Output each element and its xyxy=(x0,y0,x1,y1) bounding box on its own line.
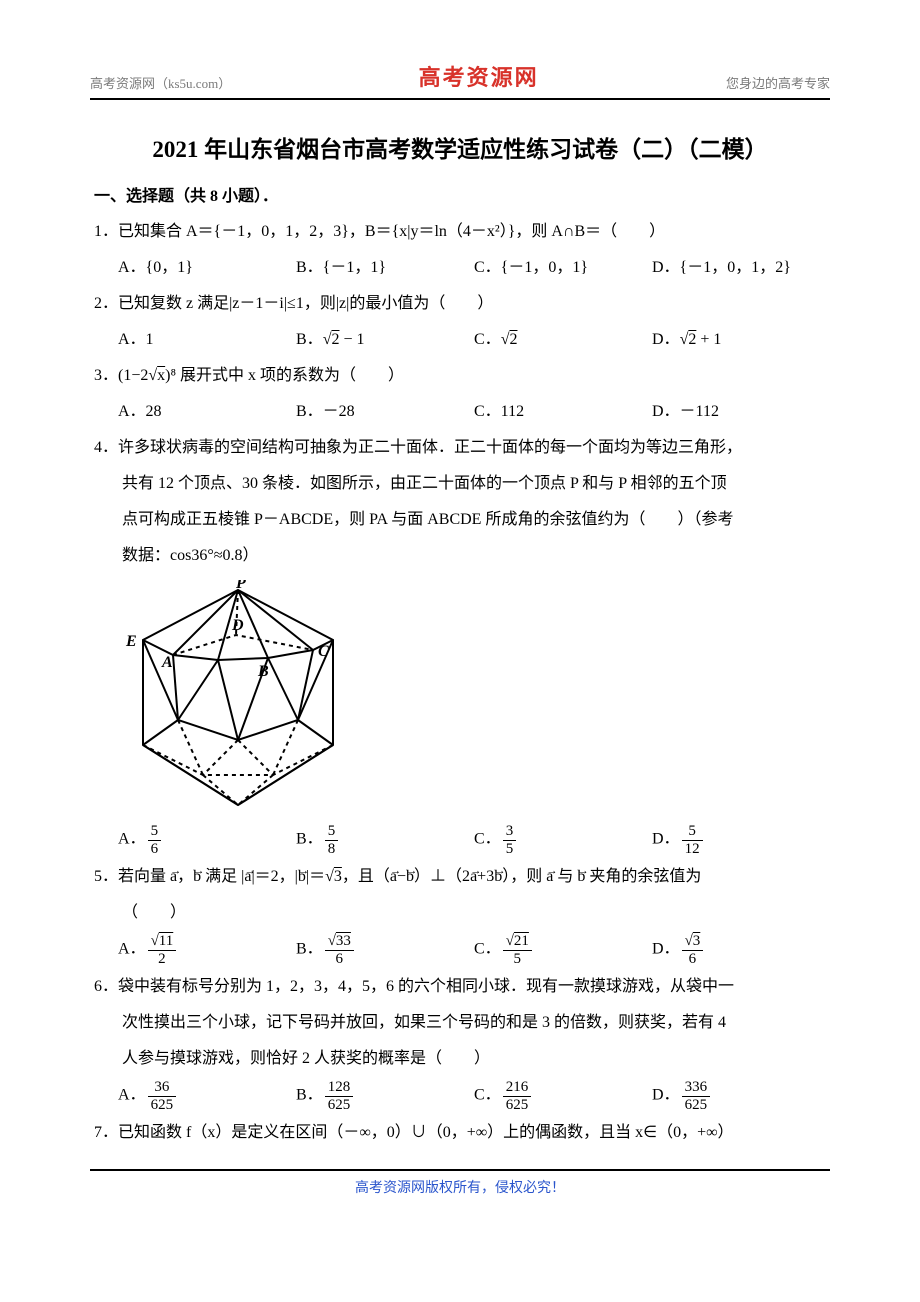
q4-opt-c: C．35 xyxy=(474,823,652,857)
header-rule xyxy=(90,98,830,100)
page-header: 高考资源网（ks5u.com） 高考资源网 您身边的高考专家 xyxy=(90,60,830,96)
header-center-logo: 高考资源网 xyxy=(419,60,539,92)
question-7: 7．已知函数 f（x）是定义在区间（－∞，0）∪（0，+∞）上的偶函数，且当 x… xyxy=(94,1117,830,1149)
q5-opt-d: D．√36 xyxy=(652,933,830,967)
question-2: 2．已知复数 z 满足|z－1－i|≤1，则|z|的最小值为（ ） xyxy=(94,288,830,320)
label-B: B xyxy=(257,663,269,680)
q3-stem: 3．(1−2√x)⁸ 展开式中 x 项的系数为（ ） xyxy=(94,367,404,384)
q4-opt-b: B．58 xyxy=(296,823,474,857)
q5-opt-c: C．√215 xyxy=(474,933,652,967)
q4-l4: 数据：cos36°≈0.8） xyxy=(94,540,830,572)
question-1: 1．已知集合 A＝{－1，0，1，2，3}，B＝{x|y＝ln（4－x²）}，则… xyxy=(94,216,830,248)
q1-opt-c: C．{－1，0，1} xyxy=(474,252,652,284)
q2-opt-d: D．√2 + 1 xyxy=(652,324,830,356)
q5-opt-b: B．√336 xyxy=(296,933,474,967)
q1-options: A．{0，1} B．{－1，1} C．{－1，0，1} D．{－1，0，1，2} xyxy=(90,252,830,284)
q4-l2: 共有 12 个顶点、30 条棱．如图所示，由正二十面体的一个顶点 P 和与 P … xyxy=(94,468,830,500)
label-D: D xyxy=(231,617,244,634)
q5-blank: （ ） xyxy=(94,897,830,929)
section-heading: 一、选择题（共 8 小题）． xyxy=(94,182,830,206)
q4-opt-a: A．56 xyxy=(118,823,296,857)
q1-opt-b: B．{－1，1} xyxy=(296,252,474,284)
q2-opt-b: B．√2 − 1 xyxy=(296,324,474,356)
q3-opt-a: A．28 xyxy=(118,396,296,428)
question-3: 3．(1−2√x)⁸ 展开式中 x 项的系数为（ ） xyxy=(94,360,830,392)
q1-opt-a: A．{0，1} xyxy=(118,252,296,284)
question-4: 4．许多球状病毒的空间结构可抽象为正二十面体．正二十面体的每一个面均为等边三角形… xyxy=(94,432,830,464)
question-6: 6．袋中装有标号分别为 1，2，3，4，5，6 的六个相同小球．现有一款摸球游戏… xyxy=(94,971,830,1003)
q2-opt-a: A．1 xyxy=(118,324,296,356)
q2-stem: 2．已知复数 z 满足|z－1－i|≤1，则|z|的最小值为（ ） xyxy=(94,295,493,312)
q6-opt-c: C．216625 xyxy=(474,1079,652,1113)
q6-opt-b: B．128625 xyxy=(296,1079,474,1113)
q6-options: A．36625 B．128625 C．216625 D．336625 xyxy=(90,1079,830,1113)
footer: 高考资源网版权所有，侵权必究！ xyxy=(90,1169,830,1197)
footer-text: 高考资源网版权所有，侵权必究！ xyxy=(355,1181,565,1196)
label-E: E xyxy=(125,633,137,650)
q2-options: A．1 B．√2 − 1 C．√2 D．√2 + 1 xyxy=(90,324,830,356)
q3-opt-d: D．－112 xyxy=(652,396,830,428)
q6-opt-d: D．336625 xyxy=(652,1079,830,1113)
page-title: 2021 年山东省烟台市高考数学适应性练习试卷（二）（二模） xyxy=(90,130,830,164)
q1-opt-d: D．{－1，0，1，2} xyxy=(652,252,830,284)
header-right: 您身边的高考专家 xyxy=(726,73,830,92)
q3-opt-c: C．112 xyxy=(474,396,652,428)
q1-stem: 1．已知集合 A＝{－1，0，1，2，3}，B＝{x|y＝ln（4－x²）}，则… xyxy=(94,223,665,240)
q3-options: A．28 B．－28 C．112 D．－112 xyxy=(90,396,830,428)
q3-opt-b: B．－28 xyxy=(296,396,474,428)
q4-l1: 4．许多球状病毒的空间结构可抽象为正二十面体．正二十面体的每一个面均为等边三角形… xyxy=(94,439,742,456)
q4-l3: 点可构成正五棱锥 P－ABCDE，则 PA 与面 ABCDE 所成角的余弦值约为… xyxy=(94,504,830,536)
q5-opt-a: A．√112 xyxy=(118,933,296,967)
q6-l3: 人参与摸球游戏，则恰好 2 人获奖的概率是（ ） xyxy=(94,1043,830,1075)
question-5: 5．若向量 a，b 满足 |a|＝2，|b|＝√3，且（a−b）⊥（2a+3b）… xyxy=(94,861,830,893)
label-C: C xyxy=(318,643,329,660)
icosahedron-figure: P A B C D E xyxy=(118,580,830,815)
q6-l2: 次性摸出三个小球，记下号码并放回，如果三个号码的和是 3 的倍数，则获奖，若有 … xyxy=(94,1007,830,1039)
q4-opt-d: D．512 xyxy=(652,823,830,857)
label-P: P xyxy=(235,580,246,592)
q4-options: A．56 B．58 C．35 D．512 xyxy=(90,823,830,857)
q2-opt-c: C．√2 xyxy=(474,324,652,356)
header-left: 高考资源网（ks5u.com） xyxy=(90,73,231,92)
q6-opt-a: A．36625 xyxy=(118,1079,296,1113)
label-A: A xyxy=(161,654,173,671)
q5-options: A．√112 B．√336 C．√215 D．√36 xyxy=(90,933,830,967)
